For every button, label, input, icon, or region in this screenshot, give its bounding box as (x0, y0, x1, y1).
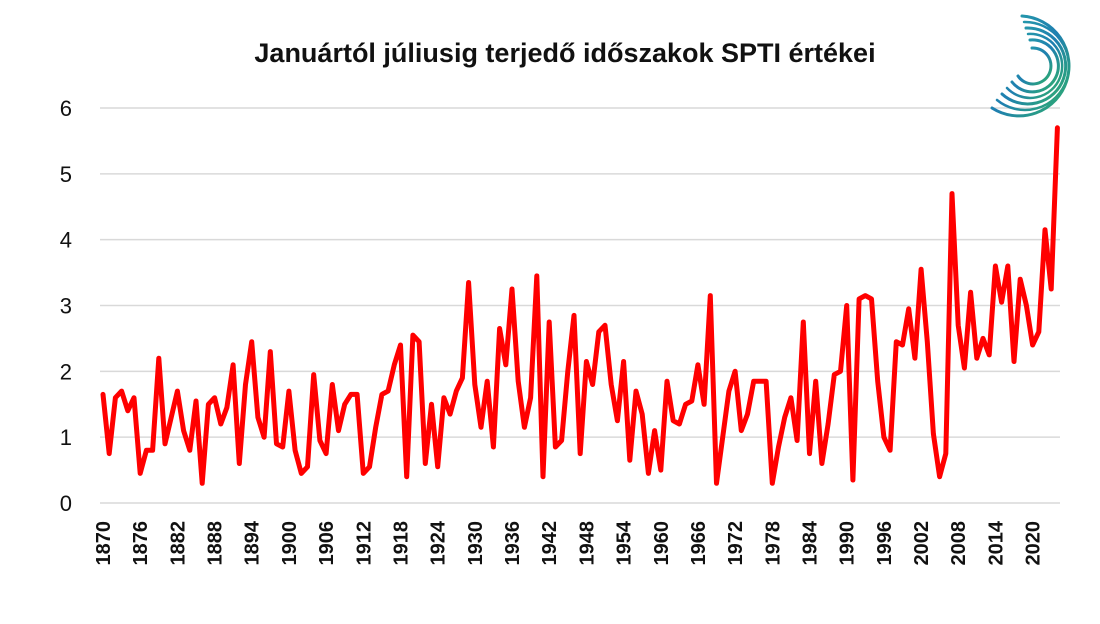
x-tick-label: 2002 (911, 521, 933, 566)
y-tick-label: 3 (60, 294, 72, 319)
x-tick-label: 1876 (130, 521, 152, 566)
y-tick-label: 5 (60, 162, 72, 187)
chart-title: Januártól júliusig terjedő időszakok SPT… (254, 38, 876, 68)
series-line (100, 125, 1060, 486)
x-tick-label: 1930 (465, 521, 487, 566)
logo-icon (990, 14, 1071, 118)
x-tick-label: 1936 (502, 521, 524, 566)
x-tick-label: 1900 (279, 521, 301, 566)
x-tick-label: 1912 (353, 521, 375, 566)
x-tick-label: 1906 (316, 521, 338, 566)
y-axis-ticks: 0 1 2 3 4 5 6 (60, 96, 72, 516)
x-tick-label: 1888 (205, 521, 227, 566)
y-tick-label: 0 (60, 491, 72, 516)
y-tick-label: 2 (60, 359, 72, 384)
x-tick-label: 1894 (242, 520, 264, 565)
x-tick-label: 1870 (93, 521, 115, 566)
x-tick-label: 1882 (167, 521, 189, 566)
x-tick-label: 1966 (688, 521, 710, 566)
x-tick-label: 1984 (800, 520, 822, 565)
x-tick-label: 1960 (651, 521, 673, 566)
x-axis-ticks: 1870 1876 1882 1888 1894 1900 1906 1912 1918 1924… (93, 520, 1045, 565)
x-tick-label: 2008 (948, 521, 970, 566)
y-tick-label: 6 (60, 96, 72, 121)
x-tick-label: 1990 (837, 521, 859, 566)
x-tick-label: 1924 (428, 520, 450, 565)
x-tick-label: 1948 (576, 521, 598, 566)
x-tick-label: 1972 (725, 521, 747, 566)
y-tick-label: 1 (60, 425, 72, 450)
x-tick-label: 2020 (1023, 521, 1045, 566)
x-tick-label: 1978 (762, 521, 784, 566)
x-tick-label: 1942 (539, 521, 561, 566)
x-tick-label: 2014 (985, 520, 1007, 565)
y-tick-label: 4 (60, 228, 72, 253)
x-tick-label: 1996 (874, 521, 896, 566)
x-tick-label: 1918 (390, 521, 412, 566)
x-tick-label: 1954 (614, 520, 636, 565)
